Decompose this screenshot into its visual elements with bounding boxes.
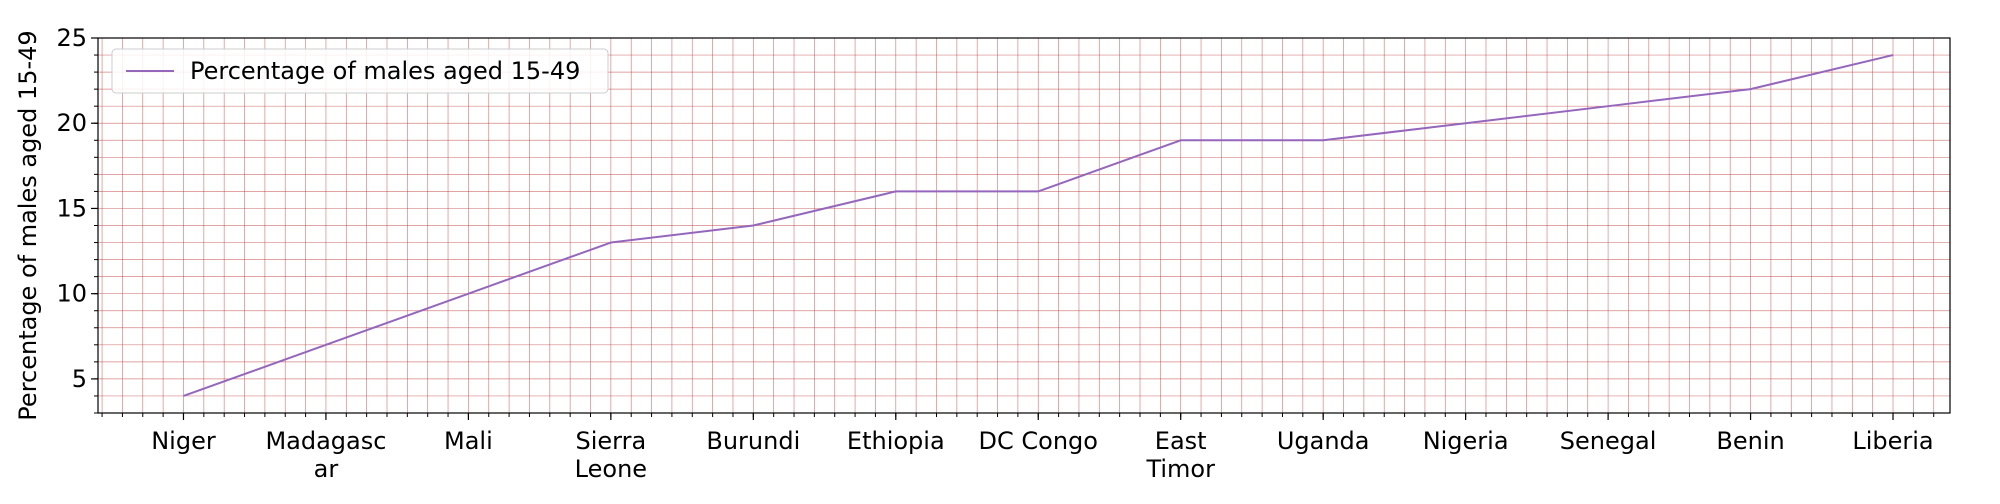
x-tick-label: ar (314, 455, 339, 483)
x-tick-label: Sierra (576, 427, 647, 455)
y-tick-label: 25 (56, 24, 87, 52)
y-axis-label: Percentage of males aged 15-49 (14, 30, 42, 420)
x-tick-label: Nigeria (1423, 427, 1509, 455)
x-tick-label: Senegal (1560, 427, 1657, 455)
axes (91, 37, 1951, 420)
axes-frame (97, 37, 1951, 414)
x-tick-label: East (1155, 427, 1207, 455)
y-tick-label: 5 (72, 365, 87, 393)
y-tick-label: 20 (56, 109, 87, 137)
x-tick-label: DC Congo (979, 427, 1098, 455)
x-tick-label: Ethiopia (847, 427, 945, 455)
x-tick-label: Mali (444, 427, 493, 455)
x-tick-label: Madagasc (265, 427, 386, 455)
x-tick-label: Uganda (1277, 427, 1370, 455)
legend-box (111, 48, 609, 94)
y-tick-label: 10 (56, 280, 87, 308)
series-line (183, 54, 1894, 397)
x-tick-label: Timor (1145, 455, 1215, 483)
x-tick-label: Benin (1716, 427, 1784, 455)
x-tick-label: Liberia (1852, 427, 1933, 455)
grid (98, 37, 1950, 414)
x-tick-label: Leone (575, 455, 647, 483)
y-tick-label: 15 (56, 194, 87, 222)
x-tick-label: Niger (151, 427, 216, 455)
series-lines (183, 54, 1894, 397)
legend: Percentage of males aged 15-49 (111, 48, 609, 94)
x-tick-label: Burundi (706, 427, 800, 455)
legend-label: Percentage of males aged 15-49 (190, 57, 580, 85)
